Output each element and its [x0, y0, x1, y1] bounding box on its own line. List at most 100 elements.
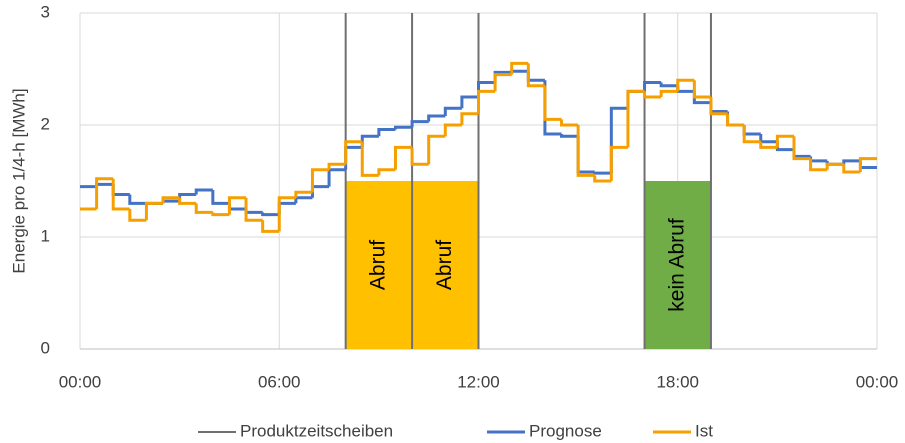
step-segment	[128, 194, 147, 205]
step-segment	[593, 175, 612, 183]
step-segment	[244, 197, 263, 222]
step-segment	[360, 134, 379, 148]
step-segment	[95, 182, 114, 187]
step-segment	[377, 168, 396, 176]
step-segment	[261, 220, 280, 233]
step-segment	[294, 190, 313, 198]
step-segment	[460, 95, 479, 109]
step-segment	[310, 168, 330, 193]
step-segment	[443, 123, 462, 137]
step-segment	[427, 114, 446, 122]
step-segment	[194, 188, 213, 195]
step-segment	[244, 209, 263, 214]
step-segment	[576, 125, 595, 177]
step-segment	[842, 159, 861, 165]
step-segment	[194, 203, 213, 214]
step-segment	[742, 125, 761, 144]
step-segment	[460, 112, 479, 125]
step-segment	[792, 149, 811, 158]
step-segment	[261, 212, 280, 217]
step-segment	[161, 199, 180, 204]
step-segment	[161, 196, 180, 204]
step-segment	[310, 185, 330, 198]
step-segment	[178, 192, 197, 202]
step-segment	[593, 171, 612, 175]
step-segment	[344, 140, 363, 165]
step-segment	[510, 61, 529, 75]
step-segment	[510, 69, 529, 73]
x-tick-label: 12:00	[457, 372, 500, 391]
step-segment	[560, 119, 579, 127]
step-segment	[543, 85, 562, 121]
step-segment	[178, 197, 197, 205]
step-segment	[609, 145, 628, 181]
step-segment	[643, 91, 662, 99]
step-segment	[277, 196, 296, 232]
step-segment	[95, 177, 114, 209]
step-segment	[344, 145, 363, 170]
step-segment	[410, 120, 429, 128]
step-segment	[759, 141, 778, 149]
step-segment	[327, 168, 346, 187]
step-segment	[211, 212, 230, 217]
step-segment	[726, 111, 745, 127]
step-segment	[626, 89, 645, 148]
step-segment	[443, 106, 462, 117]
step-segment	[659, 82, 678, 88]
x-tick-label: 18:00	[656, 372, 699, 391]
legend-label: Produktzeitscheiben	[240, 421, 393, 440]
step-segment	[858, 157, 877, 173]
x-tick-label: 00:00	[856, 372, 899, 391]
legend-label: Prognose	[529, 421, 602, 440]
step-segment	[643, 80, 662, 92]
step-segment	[393, 125, 413, 130]
step-segment	[211, 189, 230, 205]
step-segment	[111, 178, 130, 211]
step-segment	[775, 134, 794, 148]
step-segment	[825, 162, 844, 170]
step-segment	[676, 85, 695, 93]
step-segment	[576, 136, 595, 174]
step-segment	[858, 160, 877, 170]
step-segment	[560, 133, 579, 138]
step-segment	[227, 203, 247, 211]
step-segment	[393, 145, 413, 170]
call-box	[644, 181, 711, 349]
step-segment	[477, 89, 496, 114]
step-segment	[277, 201, 296, 215]
y-tick-label: 1	[41, 226, 50, 245]
y-tick-label: 3	[41, 2, 50, 21]
step-segment	[128, 209, 147, 222]
step-segment	[360, 141, 379, 177]
step-segment	[493, 73, 512, 92]
step-segment	[775, 141, 794, 152]
call-box	[345, 181, 413, 349]
step-segment	[526, 63, 545, 88]
legend-label: Ist	[695, 421, 713, 440]
step-segment	[809, 156, 828, 163]
step-segment	[709, 97, 728, 116]
box-label: Abruf	[366, 240, 389, 290]
step-segment	[410, 147, 429, 166]
step-segment	[809, 158, 828, 172]
step-segment	[609, 106, 628, 174]
box-label: kein Abruf	[665, 218, 688, 312]
step-segment	[726, 113, 745, 127]
step-segment	[792, 136, 811, 161]
step-segment	[294, 196, 313, 204]
step-segment	[427, 134, 446, 165]
step-segment	[144, 201, 164, 221]
step-segment	[692, 80, 711, 99]
y-axis-label: Energie pro 1/4-h [MWh]	[9, 88, 28, 273]
step-segment	[659, 89, 678, 97]
step-segment	[327, 162, 346, 170]
y-tick-label: 0	[41, 338, 50, 357]
step-segment	[377, 127, 396, 137]
call-box	[412, 181, 479, 349]
step-segment	[759, 133, 778, 144]
step-segment	[227, 196, 247, 215]
step-segment	[709, 102, 728, 114]
step-segment	[676, 78, 695, 92]
step-segment	[526, 71, 545, 82]
